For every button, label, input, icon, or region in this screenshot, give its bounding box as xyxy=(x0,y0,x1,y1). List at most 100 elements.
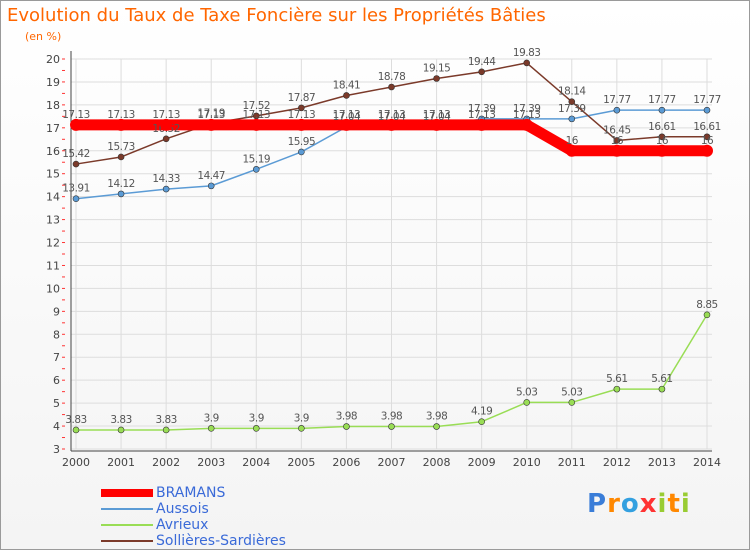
series-point-2 xyxy=(388,423,395,430)
data-label-3: 18.14 xyxy=(558,86,586,98)
data-label-3: 19.44 xyxy=(468,56,496,68)
series-point-2 xyxy=(117,426,125,434)
y-tick-label: 4 xyxy=(53,420,60,433)
series-point-0 xyxy=(565,144,578,157)
series-point-1 xyxy=(568,115,576,123)
data-label-3: 18.41 xyxy=(333,79,361,91)
data-label-1: 13.91 xyxy=(62,183,90,195)
data-label-2: 5.03 xyxy=(561,386,582,398)
data-label-2: 3.9 xyxy=(249,412,264,424)
unit-label: (en %) xyxy=(25,30,62,43)
data-label-1: 14.47 xyxy=(197,170,225,182)
series-point-3 xyxy=(162,135,170,143)
data-label-2: 3.83 xyxy=(65,414,86,426)
series-point-2 xyxy=(568,399,576,406)
y-tick-label: 10 xyxy=(46,282,60,295)
logo-letter: r xyxy=(607,489,621,519)
data-label-1: 17.39 xyxy=(468,103,496,115)
data-label-1: 17.04 xyxy=(378,111,406,123)
series-point-2 xyxy=(478,418,485,426)
series-point-0 xyxy=(430,118,443,131)
series-point-2 xyxy=(523,399,531,406)
data-label-0: 17.13 xyxy=(423,109,451,121)
series-point-0 xyxy=(475,118,488,131)
series-point-3 xyxy=(298,104,305,112)
series-point-2 xyxy=(658,385,666,393)
series-point-0 xyxy=(655,144,668,157)
data-label-0: 16 xyxy=(611,135,624,147)
series-point-1 xyxy=(658,106,666,114)
data-label-2: 5.03 xyxy=(516,386,537,398)
data-label-0: 17.13 xyxy=(243,109,271,121)
data-label-1: 17.39 xyxy=(513,103,541,115)
y-tick-label: 16 xyxy=(46,145,60,158)
data-label-2: 3.83 xyxy=(155,414,176,426)
x-tick-label: 2014 xyxy=(693,456,721,469)
x-tick-label: 2001 xyxy=(107,456,135,469)
y-tick-label: 19 xyxy=(46,76,60,89)
series-point-0 xyxy=(295,118,308,131)
data-label-2: 4.19 xyxy=(471,406,492,418)
series-point-2 xyxy=(613,385,621,393)
series-point-1 xyxy=(298,148,305,156)
data-label-2: 3.98 xyxy=(336,411,357,423)
x-tick-label: 2004 xyxy=(242,456,270,469)
data-label-0: 17.13 xyxy=(333,109,361,121)
series-point-1 xyxy=(613,106,621,114)
y-tick-label: 9 xyxy=(53,305,60,318)
y-tick-label: 5 xyxy=(53,397,60,410)
y-tick-label: 14 xyxy=(46,191,60,204)
legend-swatch-aussois xyxy=(101,508,153,510)
series-point-3 xyxy=(568,98,576,105)
series-point-0 xyxy=(115,118,128,131)
y-tick-label: 11 xyxy=(46,259,60,272)
data-label-3: 15.42 xyxy=(62,148,90,160)
series-point-0 xyxy=(610,144,623,157)
x-tick-label: 2006 xyxy=(332,456,360,469)
data-label-0: 16 xyxy=(566,135,579,147)
series-point-1 xyxy=(72,195,80,203)
data-label-2: 5.61 xyxy=(606,373,627,385)
data-label-3: 18.78 xyxy=(378,71,406,83)
data-label-2: 3.9 xyxy=(204,412,219,424)
logo-letter: x xyxy=(639,489,658,519)
x-tick-label: 2010 xyxy=(513,456,541,469)
series-point-2 xyxy=(298,425,305,432)
series-point-3 xyxy=(388,83,395,91)
x-tick-label: 2008 xyxy=(423,456,451,469)
data-label-2: 8.85 xyxy=(696,299,717,311)
data-label-1: 17.04 xyxy=(333,111,361,123)
legend-label-avrieux: Avrieux xyxy=(156,517,209,533)
series-point-2 xyxy=(703,311,711,319)
data-label-3: 17.52 xyxy=(243,100,271,112)
data-label-3: 16.61 xyxy=(693,121,721,133)
series-point-2 xyxy=(433,423,440,430)
data-label-3: 17.87 xyxy=(288,92,316,104)
series-point-3 xyxy=(433,75,440,82)
series-point-3 xyxy=(613,137,621,144)
series-point-1 xyxy=(252,166,260,173)
data-label-1: 15.95 xyxy=(288,136,316,148)
y-tick-label: 12 xyxy=(46,237,60,250)
proxiti-logo: Proxiti xyxy=(587,489,691,519)
y-tick-label: 6 xyxy=(53,374,60,387)
x-tick-label: 2011 xyxy=(558,456,586,469)
data-label-0: 17.13 xyxy=(107,109,135,121)
logo-letter: i xyxy=(680,489,691,519)
data-label-1: 14.12 xyxy=(107,178,135,190)
data-label-2: 3.83 xyxy=(110,414,131,426)
data-label-0: 16 xyxy=(701,135,714,147)
series-point-0 xyxy=(701,144,713,157)
logo-letter: i xyxy=(657,489,668,519)
data-label-2: 3.9 xyxy=(294,412,309,424)
data-label-2: 3.98 xyxy=(426,411,447,423)
data-label-1: 17.04 xyxy=(423,111,451,123)
legend-swatch-bramans xyxy=(101,489,153,497)
data-label-3: 19.15 xyxy=(423,63,451,75)
series-point-2 xyxy=(343,423,350,430)
series-point-2 xyxy=(207,425,215,432)
series-point-0 xyxy=(160,118,173,131)
legend-label-sollieres: Sollières-Sardières xyxy=(156,533,286,549)
data-label-1: 17.77 xyxy=(648,94,676,106)
